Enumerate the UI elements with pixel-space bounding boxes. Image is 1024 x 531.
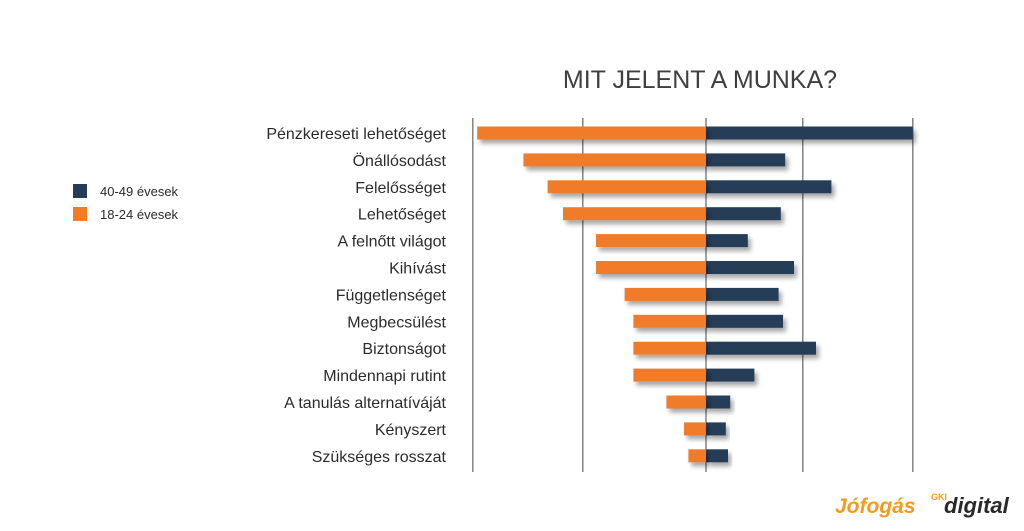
digital-logo-text: digital <box>944 493 1010 518</box>
bar-age-18-24-2 <box>547 180 706 194</box>
bar-age-18-24-6 <box>624 287 706 301</box>
category-label-4: A felnőtt világot <box>337 234 446 251</box>
bar-age-40-49-11 <box>706 422 726 436</box>
bar-age-18-24-11 <box>684 422 706 436</box>
bar-age-18-24-0 <box>477 126 706 140</box>
legend-swatch-18-24 <box>73 207 87 221</box>
bar-age-18-24-12 <box>688 449 706 463</box>
gki-digital-logo: GKI digital <box>931 492 1010 518</box>
bar-age-18-24-10 <box>666 395 706 409</box>
category-label-5: Kihívást <box>389 261 446 278</box>
bar-age-40-49-0 <box>706 126 913 140</box>
category-label-9: Mindennapi rutint <box>323 368 446 385</box>
bar-age-18-24-5 <box>596 261 706 274</box>
bar-age-18-24-7 <box>633 314 706 328</box>
bar-age-40-49-3 <box>706 207 781 221</box>
bar-age-40-49-12 <box>706 449 728 463</box>
bar-age-18-24-1 <box>523 153 706 167</box>
gki-logo-text: GKI <box>931 492 947 502</box>
bar-age-40-49-4 <box>706 234 748 248</box>
legend: 40-49 évesek 18-24 évesek <box>73 184 179 222</box>
legend-label-18-24: 18-24 évesek <box>100 207 179 222</box>
category-label-2: Felelősséget <box>355 180 446 197</box>
category-label-1: Önállósodást <box>353 152 447 170</box>
bar-age-18-24-4 <box>596 234 706 248</box>
category-labels: Pénzkereseti lehetőséget Önállósodást Fele… <box>266 126 446 466</box>
bars <box>477 126 913 463</box>
jofogas-logo: Jófogás <box>835 495 916 518</box>
bar-age-18-24-9 <box>633 368 706 382</box>
bar-age-40-49-7 <box>706 314 783 328</box>
bar-age-40-49-10 <box>706 395 731 409</box>
bar-age-40-49-8 <box>706 341 816 355</box>
bar-age-18-24-8 <box>633 341 706 355</box>
chart-title: MIT JELENT A MUNKA? <box>563 66 837 94</box>
legend-swatch-40-49 <box>73 184 87 198</box>
bar-age-40-49-9 <box>706 368 755 382</box>
bar-age-40-49-5 <box>706 261 794 274</box>
category-label-7: Megbecsülést <box>347 314 446 331</box>
legend-label-40-49: 40-49 évesek <box>100 184 179 199</box>
bar-age-40-49-2 <box>706 180 832 194</box>
bar-age-18-24-3 <box>563 207 706 221</box>
jofogas-logo-text: Jófogás <box>835 495 916 518</box>
category-label-12: Szükséges rosszat <box>312 449 447 466</box>
category-label-8: Biztonságot <box>362 341 446 358</box>
category-label-6: Függetlenséget <box>336 287 447 304</box>
category-label-0: Pénzkereseti lehetőséget <box>266 126 446 143</box>
bar-age-40-49-1 <box>706 153 786 167</box>
bar-age-40-49-6 <box>706 287 779 301</box>
category-label-11: Kényszert <box>375 422 447 439</box>
category-label-10: A tanulás alternatíváját <box>284 395 446 412</box>
category-label-3: Lehetőséget <box>358 207 447 224</box>
